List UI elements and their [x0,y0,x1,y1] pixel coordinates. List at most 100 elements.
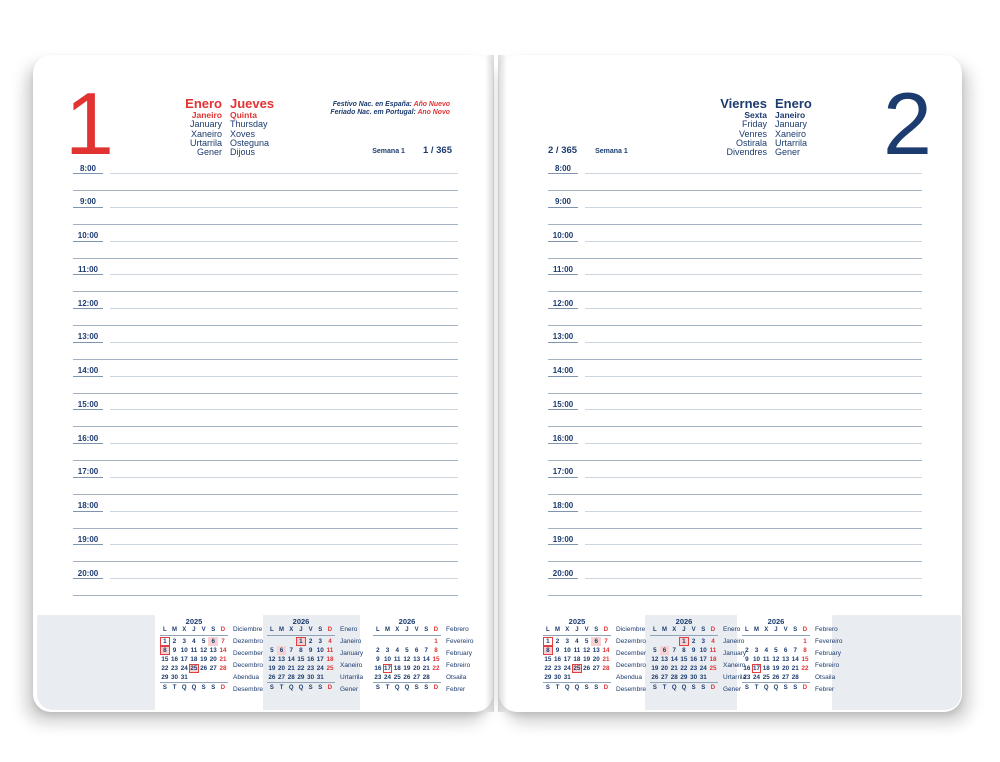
calendar-day-cell: 7 [424,646,429,654]
time-label-underline [548,476,578,478]
hour-line [585,173,922,174]
calendar-day-cell: 5 [584,637,589,645]
calendar-day-cell: 10 [384,655,392,663]
calendar-day-cell: 19 [200,655,208,663]
weekday-initial: M [172,627,178,633]
calendar-day-cell: 18 [326,655,334,663]
calendar-week-row: 5 6 7 8 9 10 11 [650,645,718,655]
calendar-day-cell: 23 [171,664,179,672]
weekday-initial-pt: Q [288,685,294,691]
time-label: 13:00 [552,332,574,342]
calendar-day-cell: 21 [219,655,227,663]
calendar-day-cell: 25 [762,673,770,681]
half-hour-line [73,325,458,327]
calendar-week-row: 9 10 11 12 13 14 15 [373,655,441,664]
calendar-day-cell: 27 [209,664,217,672]
calendar-day-cell: 3 [754,646,759,654]
weekday-initial-pt: S [793,685,798,691]
calendar-day-cell: 27 [413,673,421,681]
calendar-day-cell: 12 [772,655,780,663]
calendar-day-cell: 28 [422,673,430,681]
month-names-column: Enero Janeiro January Xaneiro Urtarrila Gener [185,97,222,158]
hour-line [110,409,458,411]
weekday-initial: L [546,627,550,633]
time-label-underline [548,544,578,546]
calendar-day-cell: 18 [190,655,198,663]
calendar-day-cell: 15 [432,655,440,663]
calendar-day-cell: 16 [171,655,179,663]
month-name: Desembre [233,685,263,693]
calendar-day-cell: 15 [297,655,305,663]
weekday-initial: M [754,627,760,633]
page-january-1: 1 Enero Janeiro January Xaneiro Urtarrila Gen… [33,55,494,712]
calendar-day-cell: 11 [326,646,334,654]
time-label-underline [548,375,578,377]
month-name: Abendua [233,673,260,681]
day-name-row: Viernes [720,96,767,111]
calendar-day-cell: 3 [701,637,706,645]
calendar-week-row: 15 16 17 18 19 20 21 [160,655,228,664]
half-hour-line [73,291,458,293]
weekday-initial: M [662,627,668,633]
weekday-initial-pt: Q [564,685,570,691]
calendar-week-row: 23 24 25 26 27 28 [373,673,441,682]
calendar-day-cell: 13 [782,655,790,663]
month-name: Janeiro [340,637,362,645]
calendar-day-cell: 10 [753,655,761,663]
calendar-day-cell: 9 [172,646,177,654]
weekday-initial: S [701,627,706,633]
month-name: Fevereiro [446,637,474,645]
weekday-initial: J [192,627,196,633]
calendar-day-cell: 2 [745,646,749,654]
calendar-day-cell: 12 [200,646,208,654]
time-label: 19:00 [77,534,99,544]
calendar-day-cell: 5 [653,646,657,654]
calendar-day-cell: 29 [680,673,688,681]
week-info: Semana 1 1 / 365 [372,145,452,156]
calendar-day-cell: 11 [573,646,581,654]
weekday-initial: X [289,627,294,633]
month-name-row: Urtarrila [189,137,222,148]
month-name-row: Gener [775,147,801,158]
calendar-day-cell: 20 [413,664,421,672]
calendar-day-cell: 17 [382,663,393,673]
half-hour-line [73,493,458,495]
hour-line [585,476,922,478]
calendar-week-row: 29 30 31 [160,673,228,682]
month-name-row: Urtarrila [775,137,808,148]
calendar-divider [543,682,611,683]
weekday-initial-pt: D [220,685,226,691]
calendar-day-cell: 21 [791,664,799,672]
month-name: Abendua [616,673,643,681]
calendar-day-cell: 17 [180,655,188,663]
hour-line [585,578,922,580]
time-label-underline [73,510,103,512]
time-label: 15:00 [77,399,99,409]
weekday-initial-pt: S [584,685,589,691]
day-number: 2 [883,74,932,173]
calendar-day-cell: 3 [182,637,186,645]
calendar-day-cell: 18 [762,664,770,672]
calendar-day-cell: 13 [413,655,421,663]
calendar-day-cell: 26 [772,673,780,681]
calendar-day-cell: 24 [384,673,392,681]
calendar-day-cell: 6 [783,646,788,654]
calendar-day-cell [669,637,679,646]
calendar-day-cell: 12 [583,646,591,654]
day-name-row: Sexta [744,109,767,120]
calendar-day-cell: 18 [393,664,401,672]
time-label-underline [73,341,103,343]
weekday-initial: M [385,627,391,633]
month-name: Diciembre [233,626,263,633]
calendar-day-cell: 22 [432,664,440,672]
time-label: 18:00 [552,501,574,511]
month-name: December [233,649,263,657]
month-name: Decembro [233,661,263,669]
